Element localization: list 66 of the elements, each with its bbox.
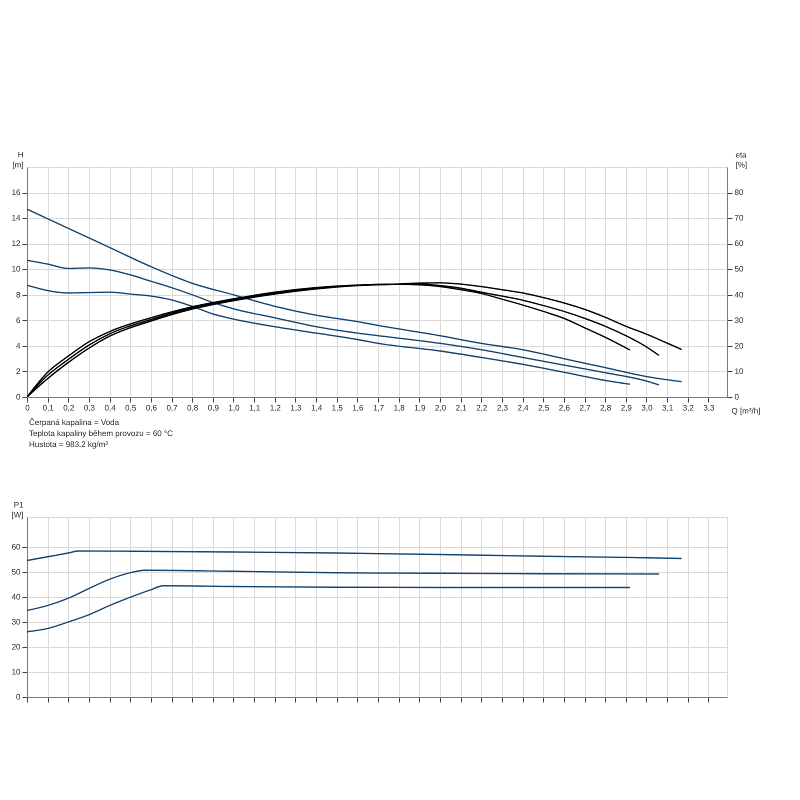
- x-tick-label: 2,9: [620, 404, 632, 412]
- y-tick-label: 50: [12, 568, 22, 576]
- y2-tick-label: 60: [734, 239, 744, 248]
- x-tick-label: 2,6: [558, 404, 570, 412]
- y-tick-label: 10: [12, 668, 22, 676]
- x-tick-label: 2,7: [579, 404, 592, 412]
- y2-tick-label: 40: [734, 290, 744, 300]
- y2-tick-label: 30: [734, 316, 744, 325]
- x-tick-label: 0,1: [42, 404, 54, 412]
- y2-axis-title: eta [%]: [736, 150, 748, 170]
- y2-tick-label: 20: [734, 341, 744, 350]
- x-tick-label: 1,7: [372, 404, 385, 412]
- x-tick-label: 0,9: [208, 404, 220, 412]
- y-tick-label: 0: [16, 392, 22, 402]
- y-tick-label: 60: [12, 542, 22, 552]
- x-tick-label: 1,2: [270, 404, 282, 412]
- y-tick-label: 16: [12, 188, 22, 198]
- y-tick-label: 40: [12, 592, 22, 602]
- x-tick-label: 1,4: [311, 404, 323, 412]
- x-tick-label: 2,2: [476, 404, 488, 412]
- x-tick-label: 2,3: [496, 404, 509, 412]
- x-tick-label: 0: [25, 404, 30, 412]
- x-tick-label: 1,8: [394, 404, 406, 412]
- text: Čerpaná kapalina = Voda: [29, 418, 120, 427]
- y-tick-label: 2: [16, 366, 22, 376]
- y-axis-title: H [m]: [12, 150, 24, 170]
- y-tick-label: 6: [16, 316, 22, 325]
- text: Hustota = 983.2 kg/m³: [29, 440, 108, 449]
- y-tick-label: 4: [16, 341, 22, 350]
- y-tick-label: 30: [12, 618, 22, 626]
- x-tick-label: 0,3: [84, 404, 96, 412]
- x-tick-label: 0,2: [63, 404, 75, 412]
- x-tick-label: 0,6: [146, 404, 158, 412]
- x-tick-label: 0,5: [125, 404, 137, 412]
- x-tick-label: 1,9: [414, 404, 426, 412]
- x-tick-label: 3,3: [703, 404, 716, 412]
- y-axis-title: P1 [W]: [12, 500, 24, 520]
- text: Teplota kapaliny během provozu = 60 °C: [29, 429, 174, 438]
- x-tick-label: 1,0: [228, 404, 240, 412]
- y2-tick-label: 70: [734, 214, 744, 223]
- y2-tick-label: 10: [734, 366, 744, 376]
- x-tick-label: 2,5: [538, 404, 550, 412]
- y2-tick-label: 0: [734, 392, 740, 402]
- x-tick-label: 2,4: [518, 404, 530, 412]
- x-tick-label: 1,3: [290, 404, 302, 412]
- x-tick-label: 3,1: [662, 404, 674, 412]
- y2-tick-label: 50: [734, 264, 744, 274]
- y-tick-label: 8: [16, 290, 22, 300]
- x-tick-label: 1,6: [352, 404, 364, 412]
- y-tick-label: 0: [16, 692, 22, 702]
- x-tick-label: 2,1: [456, 404, 468, 412]
- x-tick-label: 0,4: [104, 404, 116, 412]
- y2-tick-label: 80: [734, 188, 744, 198]
- x-tick-label: 3,2: [682, 404, 694, 412]
- x-tick-label: 2,0: [434, 404, 447, 412]
- y-tick-label: 12: [12, 239, 22, 248]
- x-tick-label: 1,5: [332, 404, 344, 412]
- x-tick-label: 2,8: [600, 404, 612, 412]
- x-tick-label: 3,0: [641, 404, 654, 412]
- x-tick-label: 0,7: [166, 404, 178, 412]
- y-tick-label: 20: [12, 642, 22, 652]
- x-axis-title: Q [m³/h]: [732, 406, 760, 416]
- y-tick-label: 10: [12, 264, 22, 274]
- y-tick-label: 14: [12, 214, 22, 223]
- x-tick-label: 0,8: [187, 404, 199, 412]
- x-tick-label: 1,1: [249, 404, 261, 412]
